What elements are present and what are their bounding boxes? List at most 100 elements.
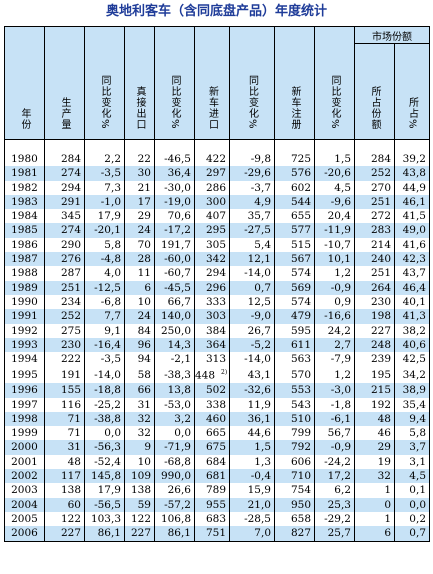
value-cell: 1,2: [314, 266, 355, 281]
value-cell: 48: [354, 411, 395, 427]
value-cell: 35,4: [394, 397, 430, 412]
value-cell: 40,6: [394, 337, 430, 353]
value-cell: 234: [44, 294, 85, 310]
year-cell: 2004: [4, 497, 45, 512]
value-cell: 6: [354, 526, 395, 542]
value-cell: -3,0: [314, 383, 355, 398]
value-cell: 94: [124, 352, 155, 367]
value-cell: 0,7: [394, 526, 430, 542]
value-cell: 227: [44, 526, 85, 542]
value-cell: -14,0: [84, 366, 125, 384]
table-row: 1995 191 -14,0 58 -38,3 448 2) 43,1 570 1,2 195 34,…: [4, 366, 430, 384]
value-cell: 116: [44, 397, 85, 412]
value-cell: 283: [354, 223, 395, 238]
year-cell: 1985: [4, 223, 45, 238]
value-cell: 950: [274, 497, 315, 512]
value-cell: 595: [274, 323, 315, 338]
value-cell: 15,9: [229, 483, 275, 498]
value-cell: 25,7: [314, 526, 355, 542]
value-cell: 10: [124, 454, 155, 470]
value-cell: 3,2: [154, 411, 195, 427]
value-cell: 19: [354, 454, 395, 470]
value-cell: 574: [274, 294, 315, 310]
value-cell: 291: [44, 194, 85, 210]
value-cell: 1,5: [229, 440, 275, 455]
year-cell: 1980: [4, 152, 45, 167]
value-cell: 230: [354, 294, 395, 310]
value-cell: 10: [124, 294, 155, 310]
table-row: 2001 48 -52,4 10 -68,8 684 1,3 606 -24,2 19 3,1: [4, 454, 430, 470]
value-cell: -45,5: [154, 280, 195, 295]
value-cell: 1,2: [314, 366, 355, 384]
year-cell: 1988: [4, 266, 45, 281]
year-cell: 1989: [4, 280, 45, 295]
value-cell: 2,2: [84, 152, 125, 167]
value-cell: -57,2: [154, 497, 195, 512]
value-cell: 109: [124, 469, 155, 484]
value-cell: 86,1: [84, 526, 125, 542]
value-cell: -20,6: [314, 166, 355, 181]
value-cell: 11,9: [229, 397, 275, 412]
table-row: 1997 116 -25,2 31 -53,0 338 11,9 543 -1,8 192 35,4: [4, 397, 430, 412]
value-cell: 710: [274, 469, 315, 484]
value-cell: 296: [194, 280, 230, 295]
value-cell: 122: [124, 511, 155, 527]
value-cell: 264: [354, 280, 395, 295]
value-cell: 38,9: [394, 383, 430, 398]
value-cell: 251: [44, 280, 85, 295]
value-cell: 297: [194, 166, 230, 181]
value-cell: -28,5: [229, 511, 275, 527]
value-cell: 0,0: [84, 426, 125, 441]
value-cell: 611: [274, 337, 315, 353]
value-cell: -11,9: [314, 223, 355, 238]
header-registration-change: 同比变化%: [314, 26, 355, 140]
value-cell: -0,9: [314, 280, 355, 295]
table-row: 1980 284 2,2 22 -46,5 422 -9,8 725 1,5 284 39,2: [4, 152, 430, 167]
value-cell: -29,2: [314, 511, 355, 527]
value-cell: -14,0: [229, 266, 275, 281]
value-cell: 799: [274, 426, 315, 441]
table-body: 1980 284 2,2 22 -46,5 422 -9,8 725 1,5 284 39,2 198…: [4, 139, 430, 542]
value-cell: 287: [44, 266, 85, 281]
year-cell: 1992: [4, 323, 45, 338]
value-cell: -5,2: [229, 337, 275, 353]
value-cell: -46,5: [154, 152, 195, 167]
value-cell: 24,2: [314, 323, 355, 338]
table-row: 2005 122 103,3 122 106,8 683 -28,5 658 -29,2 1 0,2: [4, 511, 430, 527]
value-cell: 270: [354, 180, 395, 195]
value-cell: 5,4: [229, 237, 275, 253]
value-cell: 751: [194, 526, 230, 542]
value-cell: -56,3: [84, 440, 125, 455]
value-cell: 49,0: [394, 223, 430, 238]
value-cell: -14,0: [229, 352, 275, 367]
value-cell: 9: [124, 440, 155, 455]
value-cell: 342: [194, 252, 230, 267]
value-cell: 70,6: [154, 209, 195, 224]
header-export-change: 同比变化%: [154, 26, 195, 140]
value-cell: 2,7: [314, 337, 355, 353]
value-cell: 303: [194, 309, 230, 324]
value-cell: 117: [44, 469, 85, 484]
value-cell: 25,3: [314, 497, 355, 512]
value-cell: 66: [124, 383, 155, 398]
value-cell: -0,4: [229, 469, 275, 484]
table-row: 1985 274 -20,1 24 -17,2 295 -27,5 577 -11,9 283 49…: [4, 223, 430, 238]
value-cell: 0,2: [394, 511, 430, 527]
value-cell: 284: [44, 152, 85, 167]
value-cell: 364: [194, 337, 230, 353]
value-cell: 59: [124, 497, 155, 512]
value-cell: 227: [124, 526, 155, 542]
value-cell: 39,2: [394, 152, 430, 167]
header-production-change: 同比变化%: [84, 26, 125, 140]
table-row: 2002 117 145,8 109 990,0 681 -0,4 710 17,2 32 4,5: [4, 469, 430, 484]
value-cell: 7,0: [229, 526, 275, 542]
value-cell: 567: [274, 252, 315, 267]
value-cell: -9,6: [314, 194, 355, 210]
value-cell: 0,9: [314, 294, 355, 310]
value-cell: 4,9: [229, 194, 275, 210]
value-cell: -7,9: [314, 352, 355, 367]
value-cell: 40,1: [394, 294, 430, 310]
table-row: 1984 345 17,9 29 70,6 407 35,7 655 20,4 272 41,5: [4, 209, 430, 224]
value-cell: 294: [44, 180, 85, 195]
year-cell: 1987: [4, 252, 45, 267]
